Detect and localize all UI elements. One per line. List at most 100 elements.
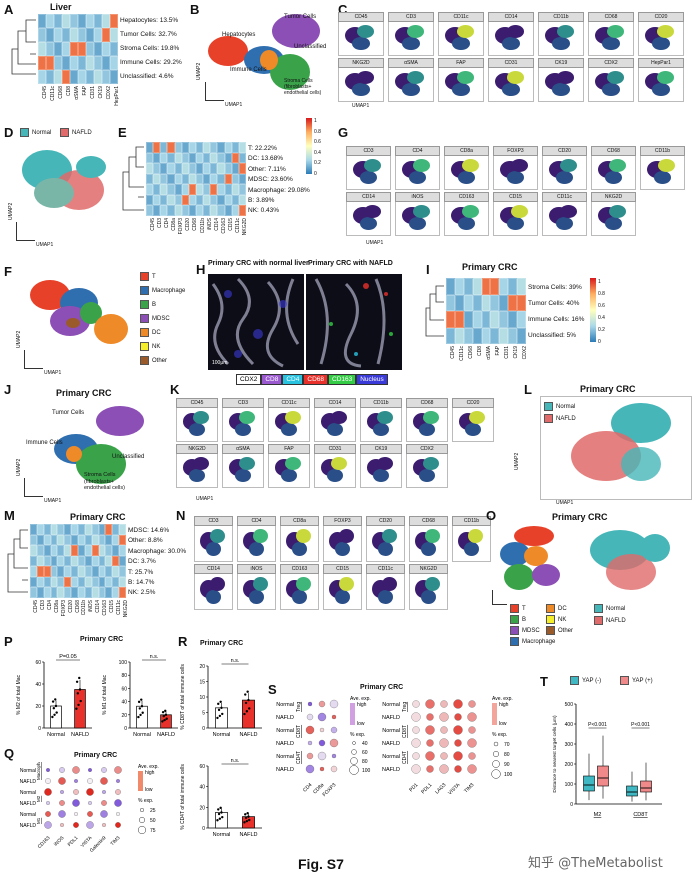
heatmap-cell <box>224 173 232 185</box>
panel-e-heatmap <box>146 142 246 216</box>
heatmap-cell <box>153 173 161 185</box>
annotation: Immune Cells: 29.2% <box>120 59 182 66</box>
dot <box>58 810 66 818</box>
heatmap-cell <box>54 28 62 42</box>
heatmap-cell <box>54 14 62 28</box>
tile-header: αSMA <box>388 58 434 68</box>
heatmap-cell <box>481 294 491 311</box>
data-point <box>78 676 81 680</box>
dot <box>425 699 435 709</box>
legend-low: low <box>145 787 153 793</box>
heatmap-cell <box>38 14 46 28</box>
category-label: Normal <box>213 832 231 838</box>
heatmap-cell <box>30 566 37 577</box>
heatmap-cell <box>210 194 218 206</box>
heatmap-cell <box>43 545 51 556</box>
dot <box>73 822 79 828</box>
panel-l-title: Primary CRC <box>580 384 636 394</box>
y-tick-label: 10 <box>199 695 205 701</box>
legend-item: Nucleus <box>356 374 388 385</box>
tile-header: CDX2 <box>406 444 448 454</box>
panel-h-right-title: Primary CRC with NAFLD <box>308 260 393 267</box>
y-tick-label: 0 <box>124 726 127 732</box>
size-legend-dot <box>493 741 499 747</box>
heatmap-cell <box>446 278 455 295</box>
heatmap-cell <box>62 56 70 70</box>
heatmap-cell <box>210 205 218 216</box>
heatmap-cell <box>86 14 94 28</box>
heatmap-cell <box>146 205 154 216</box>
feature-tile: CD11b <box>360 398 402 442</box>
data-point <box>165 717 168 720</box>
heatmap-cell <box>181 163 189 174</box>
data-point <box>216 819 219 822</box>
panel-e-label: E <box>118 125 127 140</box>
dot <box>318 700 326 708</box>
y-axis-label: UMAP2 <box>16 330 22 348</box>
heatmap-cell <box>71 524 78 535</box>
heatmap-cell <box>36 524 44 535</box>
group-label: Treg <box>402 702 408 712</box>
heatmap-cell <box>112 566 120 577</box>
marker-label: CDX2 <box>521 346 528 360</box>
tile-header: CD68 <box>591 146 636 156</box>
annotation: Unclassified: 4.6% <box>120 73 174 80</box>
annotation: B: 14.7% <box>128 579 155 587</box>
heatmap-cell <box>57 576 65 588</box>
heatmap-cell <box>454 327 464 344</box>
tile-header: HepPar1 <box>638 58 684 68</box>
y-tick-label: 20 <box>35 704 41 710</box>
feature-tile: NKG2D <box>338 58 384 102</box>
heatmap-cell <box>508 294 518 311</box>
panel-f-legend: T Macrophage B MDSC DC NK Other <box>140 272 185 370</box>
heatmap-cell <box>38 28 46 42</box>
tile-header: CD14 <box>314 398 356 408</box>
data-point <box>52 707 56 710</box>
heatmap-cell <box>105 524 113 535</box>
size-legend-dot <box>352 741 356 745</box>
heatmap-cell <box>38 56 46 70</box>
heatmap-cell <box>57 555 65 567</box>
heatmap-cell <box>112 555 120 567</box>
legend-yap-neg: YAP (-) <box>570 676 601 685</box>
tile-header: FAP <box>438 58 484 68</box>
heatmap-cell <box>188 205 196 216</box>
heatmap-cell <box>203 142 211 153</box>
tile-header: CD3 <box>194 516 233 526</box>
heatmap-cell <box>57 587 65 598</box>
dot <box>88 768 92 772</box>
heatmap-cell <box>50 545 58 556</box>
dot <box>426 739 434 747</box>
annotation: DC: 13.68% <box>248 155 284 163</box>
size-legend-label: 40 <box>362 741 368 747</box>
data-point <box>137 700 141 704</box>
legend-low: low <box>357 721 365 727</box>
heatmap-cell <box>64 555 72 567</box>
heatmap-cell <box>210 142 218 153</box>
heatmap-cell <box>217 152 225 164</box>
panel-i-colorbar <box>590 278 596 342</box>
data-point <box>219 700 222 704</box>
panel-h-left-title: Primary CRC with normal liver <box>208 260 309 267</box>
annotation: T: 25.7% <box>128 568 154 576</box>
legend-normal: Normal <box>544 402 575 411</box>
tile-header: FOXP3 <box>493 146 538 156</box>
heatmap-cell <box>91 566 99 577</box>
p-value: n.s. <box>231 758 240 764</box>
data-point <box>221 815 224 819</box>
panel-j-label: J <box>4 382 12 397</box>
category-label: Normal <box>133 732 151 738</box>
heatmap-cell <box>490 294 500 311</box>
tile-header: NKG2D <box>591 192 636 202</box>
data-point <box>139 713 142 717</box>
heatmap-cell <box>160 205 168 216</box>
heatmap-cell <box>86 56 94 70</box>
heatmap-cell <box>78 70 86 84</box>
legend-title: % exp. <box>138 798 153 804</box>
heatmap-cell <box>490 278 500 295</box>
panel-i-title: Primary CRC <box>462 262 518 272</box>
cluster-label: Stroma Cells (fibroblasts+ endothelial c… <box>84 472 125 491</box>
panel-e-colorbar <box>306 118 312 174</box>
cluster-label: Stroma Cells (fibroblasts+ endothelial c… <box>284 78 322 96</box>
heatmap-cell <box>78 14 86 28</box>
